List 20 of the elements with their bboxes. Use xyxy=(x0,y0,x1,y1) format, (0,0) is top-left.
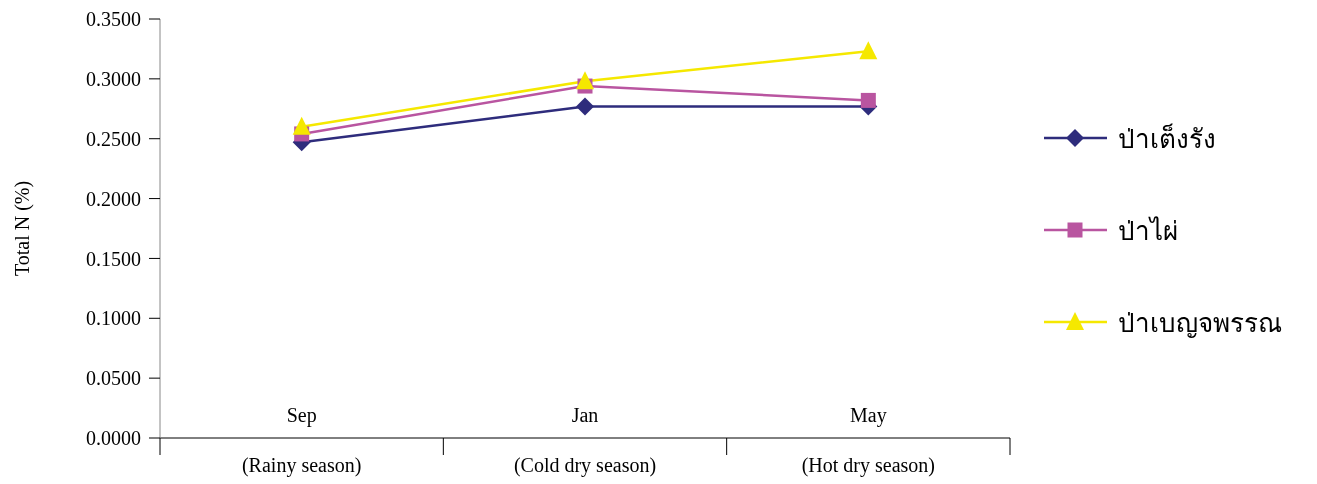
y-tick-label: 0.0500 xyxy=(86,367,141,390)
legend-label: ป่าไผ่ xyxy=(1117,215,1178,248)
category-label: Sep (Rainy season) xyxy=(241,404,362,476)
y-tick-label: 0.3000 xyxy=(86,67,141,90)
legend-label: ป่าเต็งรัง xyxy=(1117,122,1216,156)
point xyxy=(292,116,311,135)
point xyxy=(859,41,878,60)
point xyxy=(576,71,594,90)
y-tick-label: 0.0000 xyxy=(86,427,141,450)
point xyxy=(860,92,876,108)
category-label: Jan (Cold dry season) xyxy=(513,404,657,476)
y-axis-title: Total N (%) xyxy=(11,180,34,277)
category-label: May (Hot dry season) xyxy=(801,404,935,476)
y-tick-label: 0.2500 xyxy=(86,127,141,150)
y-tick-label: 0.1000 xyxy=(86,307,141,330)
legend-label: ป่าเบญจพรรณ xyxy=(1117,307,1282,340)
y-tick-label: 0.2000 xyxy=(86,187,141,210)
y-tick-label: 0.1500 xyxy=(86,247,141,270)
point xyxy=(576,97,594,116)
y-tick-label: 0.3500 xyxy=(86,8,141,31)
